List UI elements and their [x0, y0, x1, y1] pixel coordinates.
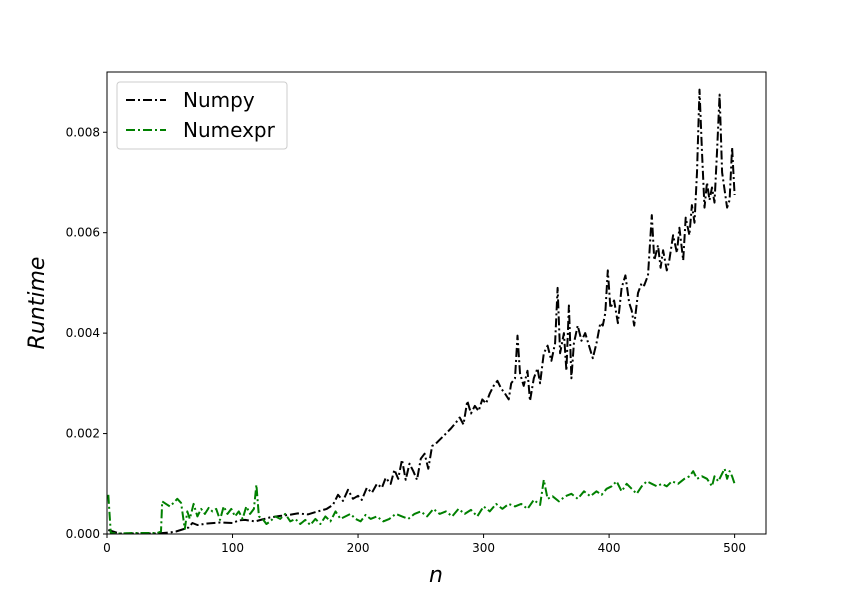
series-layer [107, 88, 736, 535]
series-line-numpy [108, 88, 736, 535]
y-tick-label: 0.004 [66, 326, 100, 340]
legend: Numpy Numexpr [116, 81, 288, 150]
axes-frame [106, 71, 767, 535]
y-tick-label: 0.006 [66, 226, 100, 240]
y-tick-label: 0.000 [66, 527, 100, 541]
x-tick-label: 400 [598, 541, 621, 555]
x-axis: 0 100 200 300 400 500 [103, 534, 746, 555]
series-line-numexpr [107, 467, 736, 535]
legend-label-numpy: Numpy [183, 88, 255, 112]
x-tick-label: 0 [103, 541, 111, 555]
x-tick-label: 500 [723, 541, 746, 555]
y-axis: 0.000 0.002 0.004 0.006 0.008 [66, 125, 107, 541]
legend-label-numexpr: Numexpr [183, 118, 276, 142]
x-axis-title: n [429, 563, 443, 588]
legend-box [116, 81, 288, 150]
x-tick-label: 100 [221, 541, 244, 555]
x-tick-label: 200 [347, 541, 370, 555]
x-tick-label: 300 [472, 541, 495, 555]
y-tick-label: 0.002 [66, 427, 100, 441]
y-axis-title: Runtime [25, 257, 50, 350]
y-tick-label: 0.008 [66, 125, 100, 139]
